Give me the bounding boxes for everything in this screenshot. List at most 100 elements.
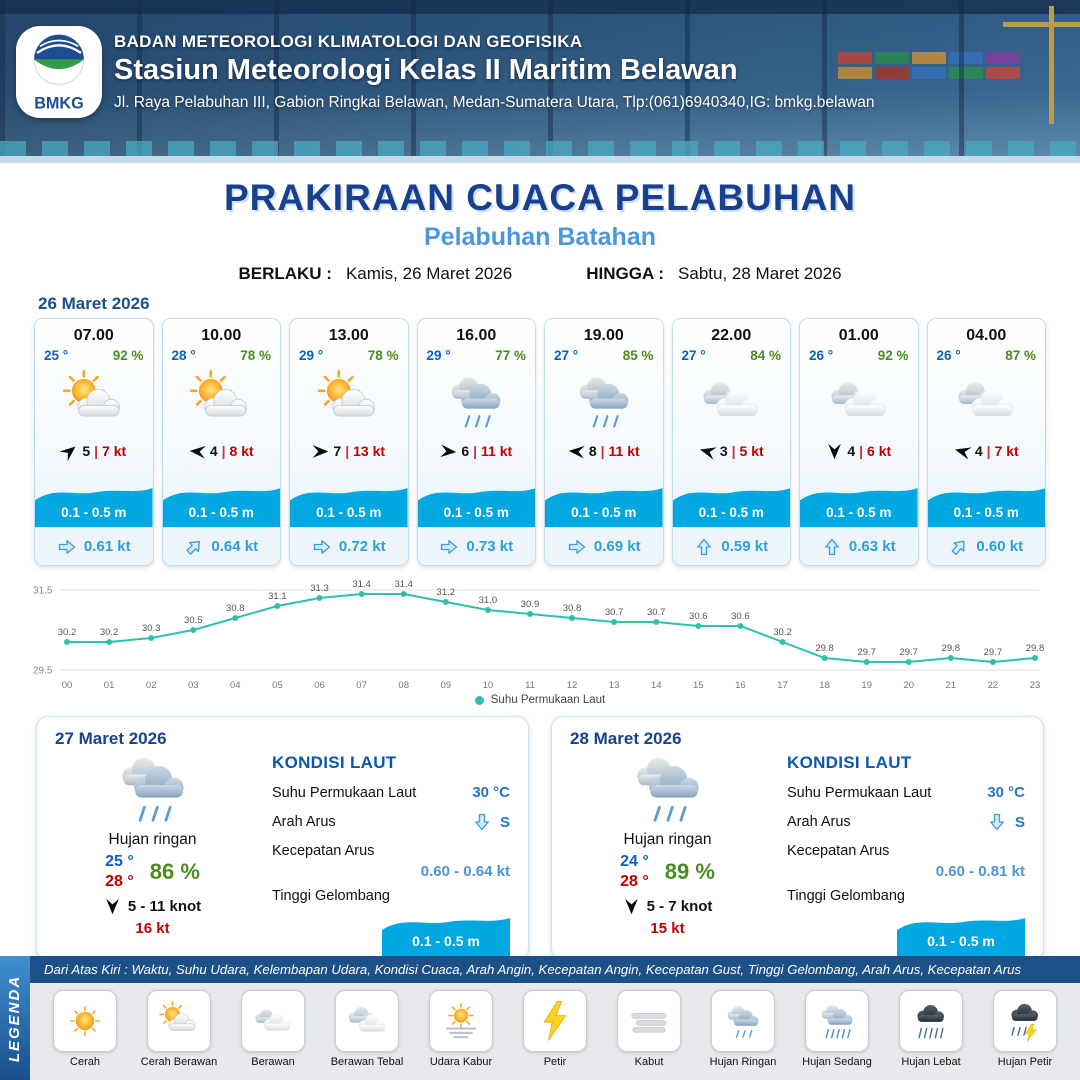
- wind-row: 4 | 7 kt: [928, 439, 1046, 463]
- humidity-value: 92 %: [877, 348, 909, 363]
- legend-item: Kabut: [604, 990, 694, 1068]
- legend-item-icon-box: [805, 990, 869, 1052]
- sst-line-chart: 29.5 31.5 30.2 00 30.2 01 30.3 02 30.5 03 30.8 04 31…: [28, 574, 1052, 692]
- weather-icon-box: [290, 363, 408, 439]
- legend-item: Udara Kabur: [416, 990, 506, 1068]
- card-time: 01.00: [838, 327, 879, 344]
- wind-direction-arrow: [59, 445, 76, 461]
- svg-text:08: 08: [398, 680, 409, 691]
- wind-speed-value: 4: [847, 443, 856, 459]
- hourly-cards: 07.00 25 ° 92 % 5 | 7 kt 0.1 - 0.5 m 0.6…: [0, 318, 1080, 566]
- bmkg-logo: BMKG: [16, 26, 102, 118]
- current-dir-value: S: [499, 813, 510, 831]
- separator: |: [221, 443, 226, 459]
- cerah-berawan-icon: [317, 369, 375, 417]
- wind-row: 5 | 7 kt: [35, 439, 153, 463]
- current-direction-arrow: [990, 813, 1004, 831]
- card-time: 22.00: [711, 327, 752, 344]
- daily-cards: 27 Maret 2026 Hujan ringan 25 ° 28 ° 86 …: [0, 706, 1080, 960]
- berawan-icon: [831, 382, 886, 417]
- daily-wind-row: 5 - 7 knot: [570, 898, 765, 915]
- current-dir-value: S: [1014, 813, 1025, 831]
- svg-text:06: 06: [314, 680, 325, 691]
- wind-direction-arrow: [189, 445, 206, 459]
- terminal-seats-illustration: [0, 141, 1080, 156]
- gust-value: 6 kt: [867, 443, 892, 459]
- wind-row: 3 | 5 kt: [673, 439, 791, 463]
- current-row: 0.73 kt: [417, 527, 535, 565]
- wave-height-band: 0.1 - 0.5 m: [927, 480, 1045, 527]
- hujan-ringan-icon: [452, 377, 501, 428]
- cerah-berawan-icon: [62, 369, 120, 417]
- hourly-card: 04.00 26 ° 87 % 4 | 7 kt 0.1 - 0.5 m 0.6…: [926, 318, 1046, 566]
- legend-item: Berawan Tebal: [322, 990, 412, 1068]
- daily-wave-value: 0.1 - 0.5 m: [927, 933, 995, 949]
- humidity-value: 92 %: [112, 348, 144, 363]
- svg-text:02: 02: [146, 680, 157, 691]
- legend-item: Hujan Ringan: [698, 990, 788, 1068]
- wave-graphic: [927, 488, 1045, 527]
- title-block: PRAKIRAAN CUACA PELABUHAN Pelabuhan Bata…: [0, 163, 1080, 284]
- legend-item: Hujan Lebat: [886, 990, 976, 1068]
- legend-item-icon-box: [53, 990, 117, 1052]
- svg-text:07: 07: [356, 680, 367, 691]
- separator: |: [600, 443, 605, 459]
- wind-row: 6 | 11 kt: [418, 439, 536, 463]
- wave-height-value: 0.1 - 0.5 m: [826, 505, 892, 520]
- legend-item: Petir: [510, 990, 600, 1068]
- current-speed-value: 0.72 kt: [338, 538, 386, 555]
- current-row: 0.63 kt: [800, 527, 918, 565]
- wind-direction-arrow: [954, 446, 972, 460]
- svg-text:30.7: 30.7: [647, 607, 666, 618]
- svg-text:30.5: 30.5: [184, 615, 203, 626]
- temperature-value: 29 °: [299, 348, 324, 363]
- wave-height-value: 0.1 - 0.5 m: [188, 505, 254, 520]
- wave-value-box: 0.1 - 0.5 m: [382, 910, 510, 956]
- gust-value: 11 kt: [481, 443, 513, 459]
- legend-item-icon-box: [711, 990, 775, 1052]
- separator: |: [731, 443, 736, 459]
- current-speed-range: 0.60 - 0.64 kt: [420, 863, 510, 880]
- svg-text:30.3: 30.3: [142, 623, 161, 634]
- gust-value: 7 kt: [102, 443, 127, 459]
- legend-item-label: Hujan Petir: [997, 1056, 1053, 1068]
- svg-text:29.7: 29.7: [899, 647, 918, 658]
- terminal-floor-illustration: [0, 156, 1080, 163]
- udara-kabur-icon: [445, 1002, 477, 1039]
- legend-item-label: Kabut: [634, 1056, 664, 1068]
- svg-text:29.8: 29.8: [815, 643, 834, 654]
- svg-text:12: 12: [567, 680, 578, 691]
- current-speed-value: 0.61 kt: [83, 538, 131, 555]
- svg-text:10: 10: [483, 680, 494, 691]
- svg-text:04: 04: [230, 680, 241, 691]
- legend-item: Cerah Berawan: [134, 990, 224, 1068]
- legend-items: Cerah Cerah Berawan Berawan Berawan Teba…: [0, 983, 1080, 1068]
- sst-chart-wrap: 29.5 31.5 30.2 00 30.2 01 30.3 02 30.5 03 30.8 04 31…: [0, 574, 1080, 706]
- daily-gust-value: 15 kt: [650, 920, 685, 937]
- wave-graphic: [545, 488, 663, 527]
- validity-from-value: Kamis, 26 Maret 2026: [345, 264, 513, 283]
- hourly-card: 07.00 25 ° 92 % 5 | 7 kt 0.1 - 0.5 m 0.6…: [34, 318, 154, 566]
- hujan-lebat-icon: [917, 1004, 944, 1039]
- card-time: 10.00: [201, 327, 242, 344]
- separator: |: [986, 443, 991, 459]
- svg-text:29.7: 29.7: [984, 647, 1003, 658]
- condition-label: Hujan ringan: [623, 831, 712, 848]
- svg-text:29.8: 29.8: [942, 643, 961, 654]
- temperature-value: 27 °: [681, 348, 706, 363]
- current-direction-arrow: [824, 538, 839, 555]
- validity-from-label: BERLAKU :: [238, 264, 332, 283]
- hujan-ringan-icon: [636, 757, 699, 822]
- svg-text:03: 03: [188, 680, 199, 691]
- legend-item: Berawan: [228, 990, 318, 1068]
- org-name: BADAN METEOROLOGI KLIMATOLOGI DAN GEOFIS…: [114, 32, 583, 51]
- kabut-icon: [631, 1013, 667, 1033]
- current-dir-label: Arah Arus: [787, 814, 851, 830]
- weather-icon-box: [673, 363, 791, 439]
- legend-item-label: Petir: [543, 1056, 567, 1068]
- weather-icon-box: [35, 363, 153, 439]
- legend-item-label: Berawan Tebal: [330, 1056, 404, 1068]
- legend-item-label: Udara Kabur: [429, 1056, 493, 1068]
- gust-value: 5 kt: [739, 443, 764, 459]
- current-row: 0.59 kt: [672, 527, 790, 565]
